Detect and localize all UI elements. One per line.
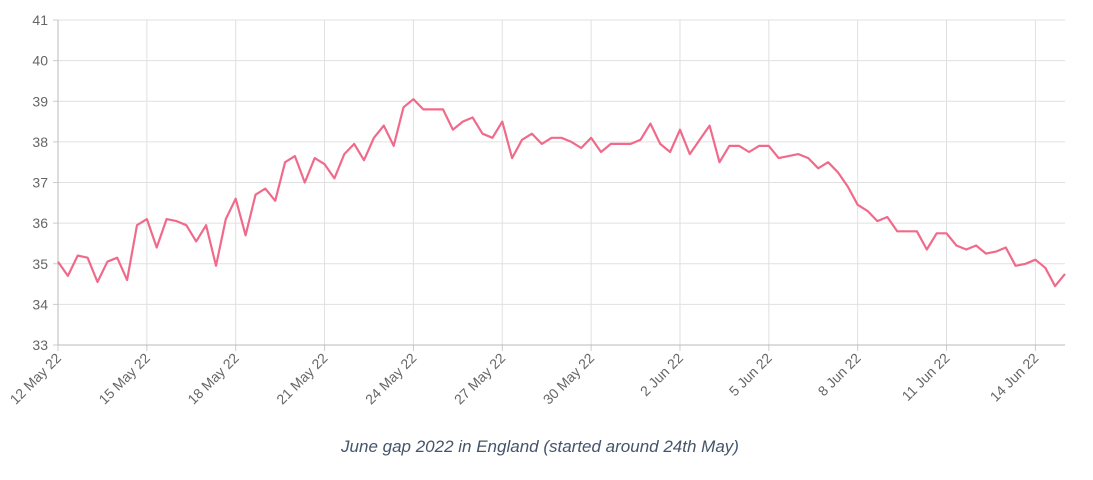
x-tick-label: 21 May 22 (273, 350, 331, 408)
x-tick-label: 2 Jun 22 (637, 350, 686, 399)
x-tick-label: 24 May 22 (362, 350, 420, 408)
x-tick-label: 8 Jun 22 (814, 350, 863, 399)
x-tick-label: 14 Jun 22 (987, 350, 1042, 405)
line (57, 98, 1066, 288)
x-tick-label: 18 May 22 (184, 350, 242, 408)
y-tick-label: 35 (32, 256, 48, 272)
y-tick-label: 39 (32, 93, 48, 109)
x-tick-label: 5 Jun 22 (726, 350, 775, 399)
y-tick-label: 33 (32, 337, 48, 353)
x-tick-label: 11 Jun 22 (899, 350, 953, 404)
x-tick-label: 12 May 22 (7, 350, 65, 408)
y-tick-label: 37 (32, 175, 48, 191)
x-tick-label: 15 May 22 (95, 350, 153, 408)
x-tick-label: 27 May 22 (451, 350, 509, 408)
y-tick-label: 40 (32, 53, 48, 69)
y-tick-label: 38 (32, 134, 48, 150)
y-tick-label: 34 (32, 296, 48, 312)
y-tick-label: 41 (32, 12, 48, 28)
y-tick-label: 36 (32, 215, 48, 231)
caption: June gap 2022 in England (started around… (340, 437, 739, 456)
x-tick-label: 30 May 22 (540, 350, 598, 408)
